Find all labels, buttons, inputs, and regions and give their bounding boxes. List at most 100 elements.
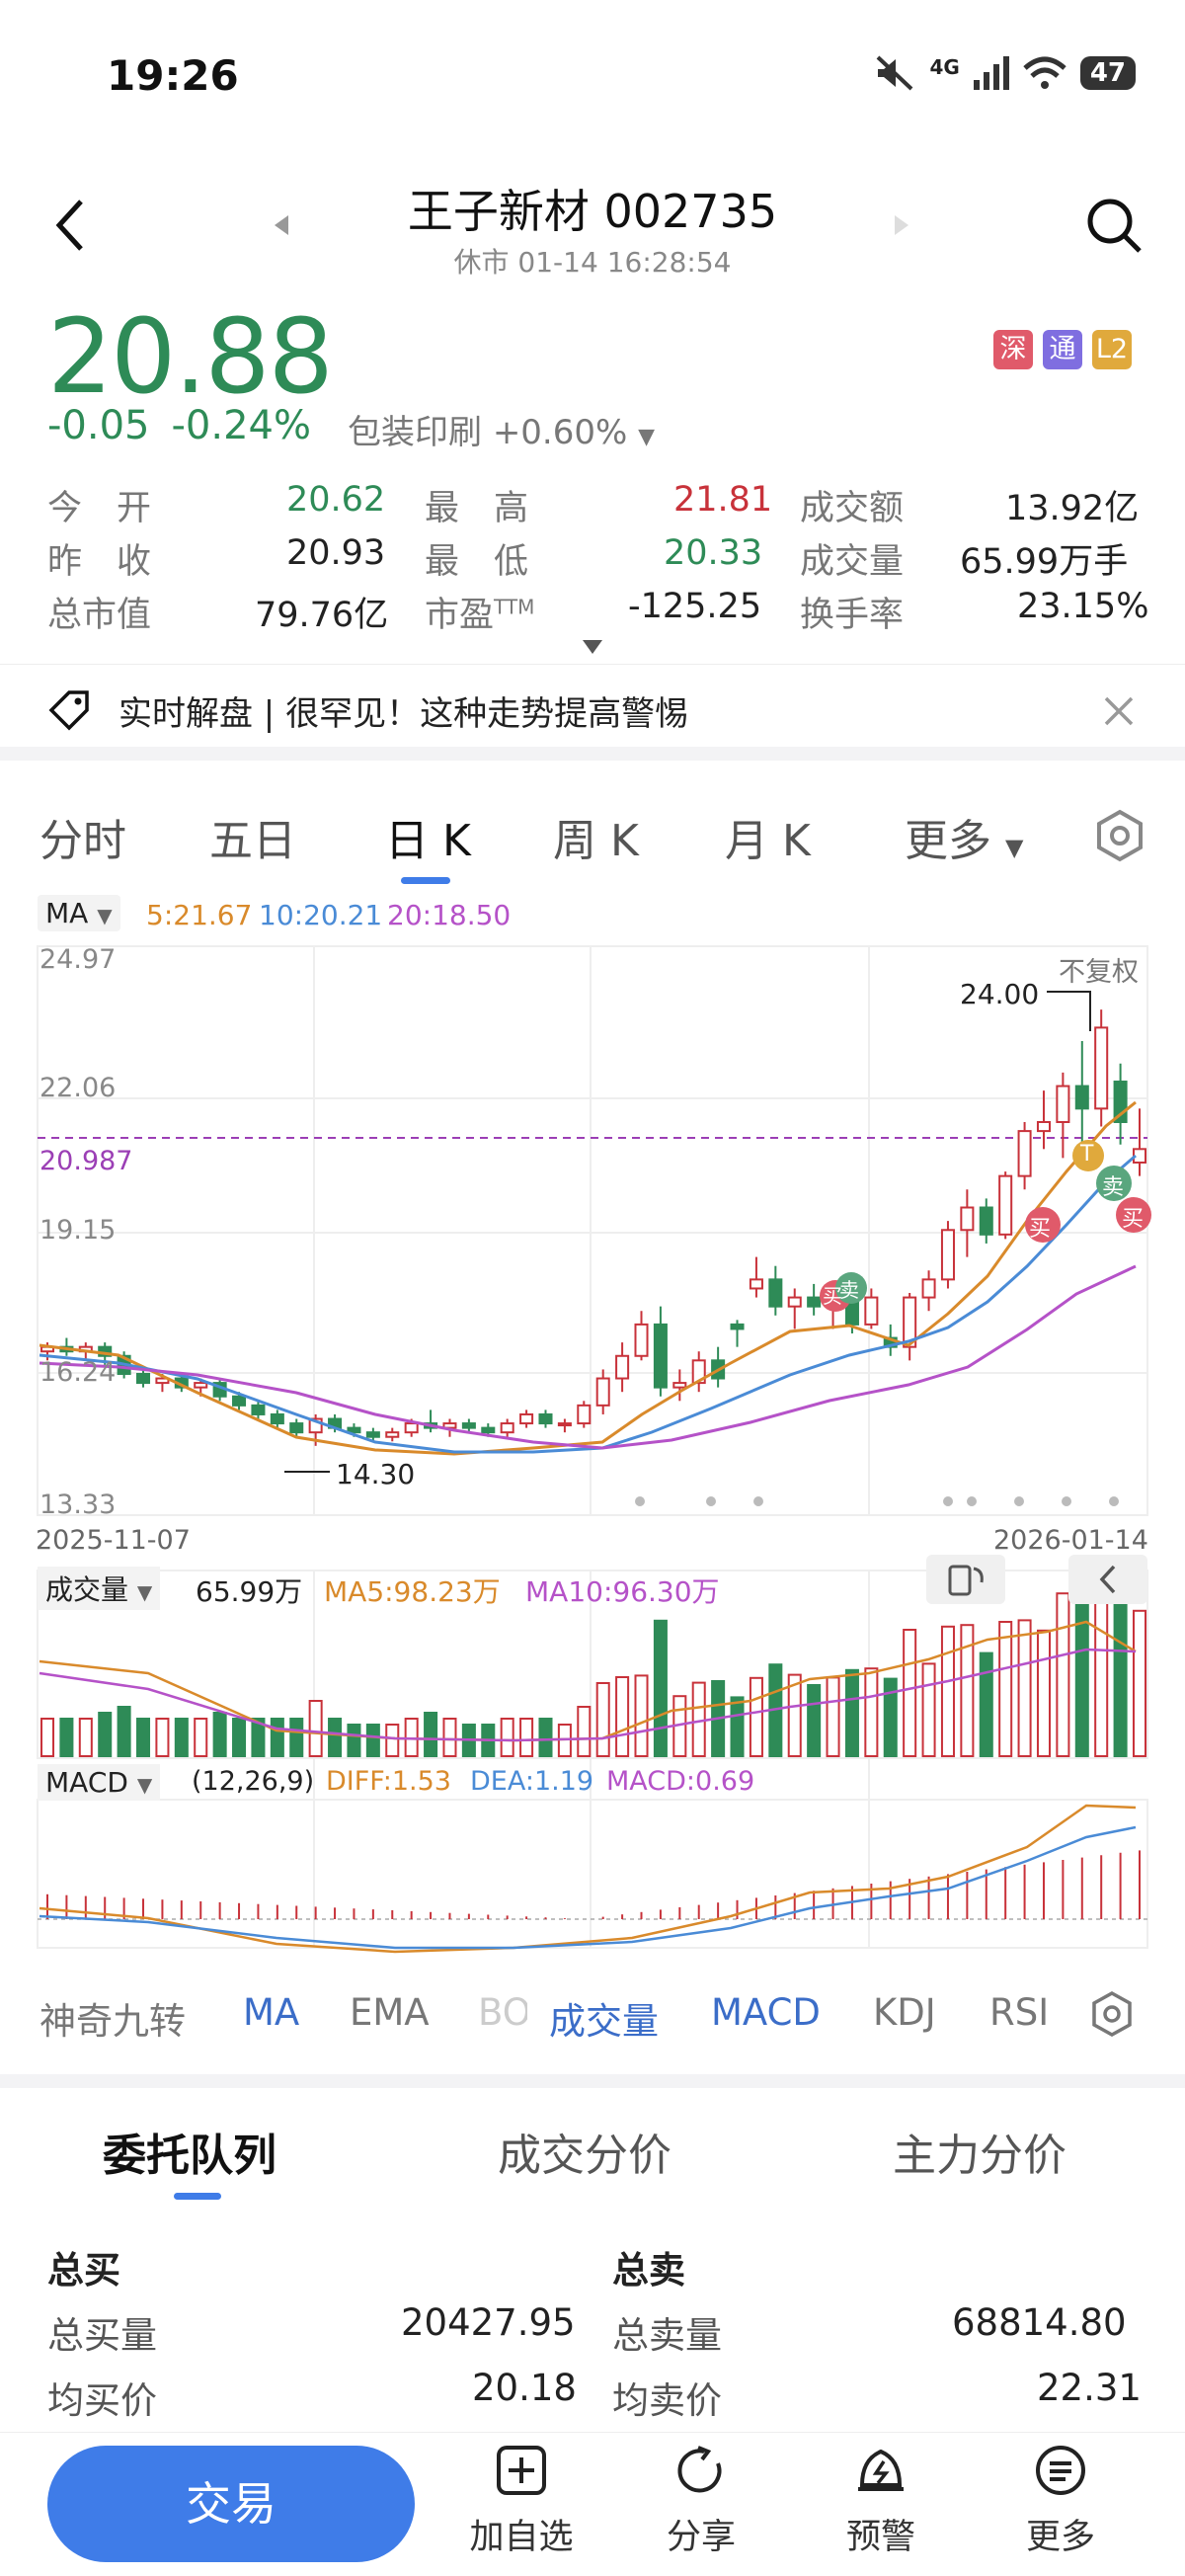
candle-body	[864, 1296, 879, 1326]
volume-bar	[749, 1676, 763, 1758]
last-price-label: 20.987	[40, 1146, 133, 1176]
candle-body	[557, 1422, 572, 1427]
news-banner[interactable]: 实时解盘 | 很罕见！这种走势提高警惕	[0, 664, 1185, 761]
volume-bar	[787, 1673, 802, 1757]
stat-value: 21.81	[673, 480, 773, 520]
expand-icon[interactable]	[583, 640, 602, 654]
y-axis-2: 22.06	[40, 1073, 117, 1103]
ma-selector[interactable]: MA ▼	[38, 895, 120, 931]
sell-qty-label: 总卖量	[612, 2314, 722, 2357]
macd-value: MACD:0.69	[606, 1766, 755, 1797]
add-watchlist-button[interactable]: 加自选	[462, 2444, 581, 2559]
next-stock-icon[interactable]	[893, 213, 910, 237]
candle-body	[903, 1296, 917, 1348]
tab-order-queue[interactable]: 委托队列	[103, 2131, 276, 2181]
candle-body	[577, 1404, 592, 1425]
tab-five-day[interactable]: 五日	[209, 816, 296, 866]
ind-boll[interactable]: BOLL	[478, 1991, 527, 2034]
candle-body	[634, 1323, 649, 1357]
buy-avg-value: 20.18	[472, 2367, 577, 2409]
volume-bar	[251, 1718, 266, 1757]
macd-selector[interactable]: MACD ▼	[38, 1764, 161, 1801]
candle-body	[519, 1412, 534, 1425]
ind-rsi[interactable]: RSI	[989, 1991, 1050, 2034]
stat-label: 最 高	[425, 489, 529, 528]
status-bar: 19:26 4G 47	[0, 0, 1185, 158]
volume-bar	[730, 1696, 745, 1758]
stat-value: -125.25	[628, 587, 762, 626]
stock-title: 王子新材 002735	[407, 185, 778, 238]
book-tab-indicator	[174, 2193, 221, 2200]
rotate-button[interactable]	[926, 1555, 1005, 1604]
candle-body	[365, 1431, 380, 1438]
volume-bar	[538, 1718, 553, 1757]
change-value: -0.05	[47, 403, 150, 448]
network-type: 4G	[929, 55, 960, 79]
back-icon[interactable]	[53, 198, 87, 253]
prev-stock-icon[interactable]	[273, 213, 290, 237]
volume-bar	[270, 1718, 284, 1757]
candle-body	[155, 1377, 170, 1385]
candle-body	[979, 1206, 993, 1236]
volume-bar	[921, 1662, 936, 1758]
candle-body	[787, 1296, 802, 1308]
ma20-line	[39, 1264, 1137, 1450]
volume-bar	[998, 1621, 1013, 1757]
tab-daily-k[interactable]: 日 K	[385, 816, 471, 866]
sector-name: 包装印刷	[348, 413, 482, 452]
volume-ma5: MA5:98.23万	[324, 1575, 501, 1608]
battery-level: 47	[1089, 58, 1126, 88]
ind-ema[interactable]: EMA	[350, 1991, 430, 2034]
date-end: 2026-01-14	[993, 1525, 1148, 1556]
volume-bar	[1113, 1593, 1128, 1758]
tab-monthly-k[interactable]: 月 K	[725, 816, 811, 866]
sector-link[interactable]: 包装印刷 +0.60% ▼	[348, 405, 655, 453]
volume-bar	[500, 1718, 514, 1757]
share-label: 分享	[666, 2518, 736, 2557]
alert-button[interactable]: 预警	[822, 2444, 940, 2559]
volume-bar	[40, 1718, 55, 1757]
candle-body	[998, 1174, 1013, 1236]
collapse-button[interactable]	[1068, 1555, 1147, 1604]
search-icon[interactable]	[1084, 196, 1144, 255]
tab-weekly-k[interactable]: 周 K	[553, 816, 639, 866]
more-icon	[1036, 2446, 1085, 2495]
volume-bar	[883, 1677, 898, 1757]
buy-avg-label: 均买价	[47, 2379, 157, 2422]
stat-label: 今 开	[47, 489, 152, 528]
share-button[interactable]: 分享	[642, 2444, 760, 2559]
tab-intraday[interactable]: 分时	[40, 816, 126, 866]
y-axis-bottom: 13.33	[40, 1489, 117, 1520]
ind-macd[interactable]: MACD	[711, 1991, 821, 2034]
stat-label: 昨 收	[47, 542, 152, 582]
volume-bar	[577, 1706, 592, 1757]
volume-selector[interactable]: 成交量 ▼	[38, 1567, 161, 1610]
ind-kdj[interactable]: KDJ	[873, 1991, 936, 2034]
macd-dea: DEA:1.19	[470, 1766, 594, 1797]
low-label: 14.30	[336, 1458, 416, 1490]
trade-button[interactable]: 交易	[47, 2446, 415, 2562]
candle-body	[461, 1422, 476, 1429]
volume-bar	[979, 1651, 993, 1757]
adjust-mode[interactable]: 不复权	[1059, 957, 1139, 988]
tab-main-distribution[interactable]: 主力分价	[893, 2131, 1066, 2181]
indicator-settings-icon[interactable]	[1088, 1989, 1140, 2041]
settings-icon[interactable]	[1092, 808, 1147, 863]
ma-lines	[39, 1100, 1137, 1456]
more-button[interactable]: 更多	[1001, 2444, 1120, 2559]
ind-volume[interactable]: 成交量	[549, 2000, 659, 2043]
alert-icon	[858, 2449, 904, 2491]
volume-bar	[365, 1724, 380, 1757]
stat-label: 换手率	[800, 596, 905, 635]
candle-body	[385, 1431, 400, 1438]
ind-ma[interactable]: MA	[243, 1991, 300, 2034]
ind-nine-turn[interactable]: 神奇九转	[40, 2000, 186, 2043]
candle-body	[940, 1229, 955, 1281]
close-icon[interactable]	[1102, 694, 1136, 728]
tab-trade-distribution[interactable]: 成交分价	[498, 2131, 672, 2181]
kline-chart[interactable]	[0, 938, 1185, 1956]
volume-bar	[864, 1667, 879, 1757]
rotate-icon	[948, 1565, 984, 1596]
t-marker: T	[1080, 1142, 1094, 1167]
tab-more[interactable]: 更多 ▼	[905, 816, 1024, 866]
